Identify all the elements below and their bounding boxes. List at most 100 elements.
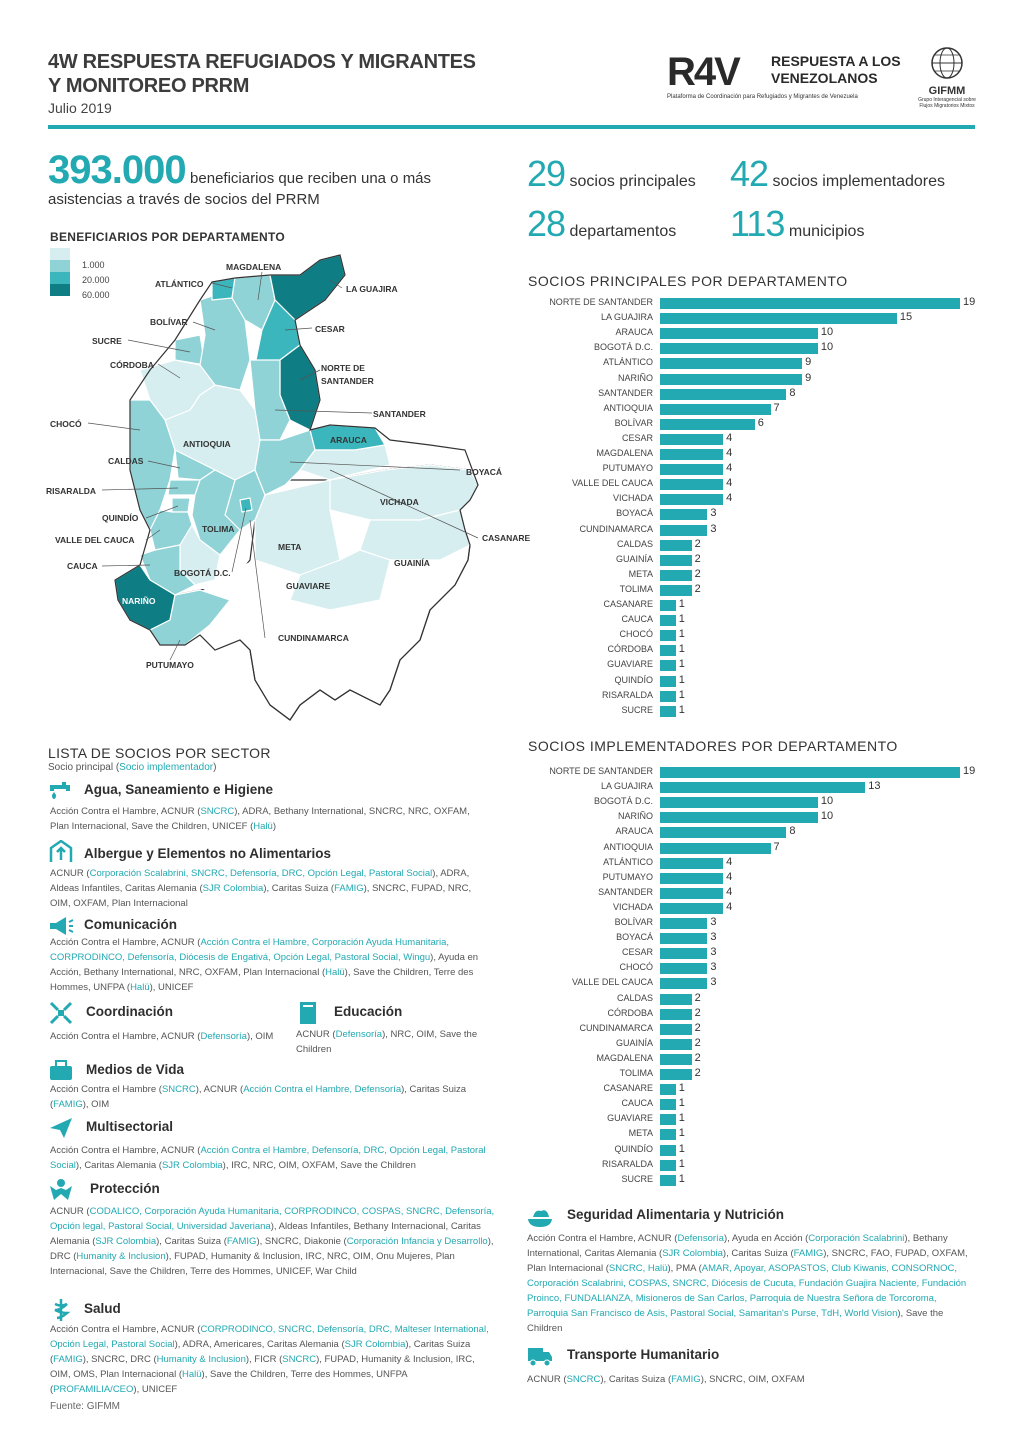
bar [660, 1159, 676, 1171]
bar-value: 15 [899, 311, 913, 324]
bar-value: 1 [678, 613, 685, 626]
bar-value: 1 [678, 1082, 685, 1095]
map-label: CHOCÓ [50, 419, 82, 429]
bar-label: CASANARE [603, 599, 653, 609]
map-title: BENEFICIARIOS POR DEPARTAMENTO [50, 230, 286, 244]
map-label: CESAR [315, 324, 345, 334]
bar-label: CHOCÓ [619, 629, 654, 640]
bar [660, 630, 676, 642]
bar [660, 1114, 676, 1126]
bar [660, 963, 708, 975]
kpi-partners: 29 socios principales [527, 156, 696, 192]
bar [660, 782, 866, 794]
sector-partners: Acción Contra el Hambre, ACNUR (Defensor… [527, 1233, 968, 1334]
bar [660, 827, 787, 839]
sector-name: Seguridad Alimentaria y Nutrición [567, 1207, 785, 1222]
kpi-value: 113 [730, 203, 785, 244]
bar-value: 8 [789, 825, 796, 838]
bar-label: CESAR [621, 432, 653, 443]
bar-value: 3 [710, 916, 717, 928]
map-label: RISARALDA [46, 486, 97, 496]
header-divider [48, 125, 975, 129]
bar-value: 1 [678, 643, 685, 656]
map-label: SUCRE [92, 336, 122, 346]
bar [660, 1069, 692, 1080]
bar-value: 19 [963, 296, 976, 308]
bar-value: 4 [726, 900, 733, 913]
map-label: NARIÑO [122, 596, 156, 606]
bar-label: CÓRDOBA [607, 1007, 653, 1018]
kpi-label: departamentos [569, 223, 677, 240]
megaphone-icon [50, 917, 74, 935]
bar-label: NORTE DE SANTANDER [549, 297, 653, 307]
map-region-bogota [239, 497, 253, 513]
sector-name: Transporte Humanitario [567, 1347, 720, 1362]
bar [660, 797, 818, 809]
bar-label: TOLIMA [619, 583, 653, 594]
bar [660, 479, 724, 491]
bar-label: BOYACÁ [616, 932, 653, 943]
bar [660, 1053, 692, 1065]
bar-label: ATLÁNTICO [603, 856, 653, 867]
sector-list-subtitle: Socio principal (Socio implementador) [48, 762, 216, 773]
bar [660, 539, 692, 551]
sector-name: Salud [84, 1301, 121, 1316]
subtitle-implementer: Socio implementador [119, 762, 214, 773]
sector-name: Educación [334, 1004, 403, 1019]
bar [660, 388, 787, 400]
kpi-municipalities: 113 municipios [730, 206, 864, 242]
legend-label: 20.000 [82, 275, 110, 285]
map-label: CAUCA [67, 561, 98, 571]
bar [660, 887, 724, 899]
map-label: ARAUCA [330, 435, 367, 445]
map-label: BOLÍVAR [150, 317, 188, 327]
bar [660, 343, 818, 355]
legend-swatch [50, 248, 70, 260]
bar-label: CALDAS [616, 538, 653, 549]
book-icon [300, 1002, 316, 1024]
kpi-departments: 28 departamentos [527, 206, 676, 242]
map-label: CUNDINAMARCA [278, 633, 349, 643]
bar-value: 1 [678, 1097, 685, 1110]
map-label: PUTUMAYO [146, 660, 194, 670]
bar-label: CALDAS [616, 992, 653, 1003]
bar-label: NARIÑO [617, 811, 653, 822]
bar-label: GUAINÍA [615, 1037, 653, 1048]
map-label: MAGDALENA [226, 262, 282, 272]
map-label: BOYACÁ [466, 467, 503, 477]
bar-value: 3 [710, 946, 717, 959]
bar [660, 1008, 692, 1020]
sector-partners: ACNUR (Defensoría), NRC, OIM, Save the C… [296, 1029, 478, 1055]
bar-value: 3 [710, 507, 717, 520]
bar-value: 3 [710, 522, 717, 535]
bar-value: 4 [726, 870, 733, 883]
sector-partners: ACNUR (Corporación Scalabrini, SNCRC, De… [50, 868, 472, 909]
sector-partners: Acción Contra el Hambre (SNCRC), ACNUR (… [50, 1084, 467, 1110]
bar [660, 918, 708, 929]
bar-label: CESAR [621, 947, 653, 958]
bar [660, 1038, 692, 1050]
map-legend-labels: 1.000 20.000 60.000 [82, 258, 110, 303]
bar-value: 10 [820, 341, 834, 354]
bar-label: BOGOTÁ D.C. [593, 342, 653, 353]
title-line-1: 4W RESPUESTA REFUGIADOS Y MIGRANTES [48, 51, 476, 73]
map-region-casanare [299, 444, 391, 481]
bar [660, 524, 708, 536]
bar-value: 7 [773, 401, 780, 414]
bar [660, 313, 897, 325]
sector-partners: Acción Contra el Hambre, ACNUR (Defensor… [50, 1031, 274, 1042]
sector-name: Multisectorial [86, 1119, 174, 1134]
bar [660, 328, 818, 340]
bar-value: 1 [678, 1127, 685, 1140]
bar-label: META [628, 1128, 653, 1139]
bar [660, 812, 818, 824]
r4v-logo-subtitle: Plataforma de Coordinación para Refugiad… [667, 94, 858, 100]
bar [660, 373, 803, 385]
source-note: Fuente: GIFMM [50, 1401, 121, 1412]
bar-value: 1 [678, 688, 685, 701]
chart-2-title: SOCIOS IMPLEMENTADORES POR DEPARTAMENTO [528, 738, 898, 754]
bar-label: GUAVIARE [607, 1113, 653, 1124]
truck-icon [528, 1348, 552, 1367]
bar-value: 2 [694, 1021, 701, 1034]
